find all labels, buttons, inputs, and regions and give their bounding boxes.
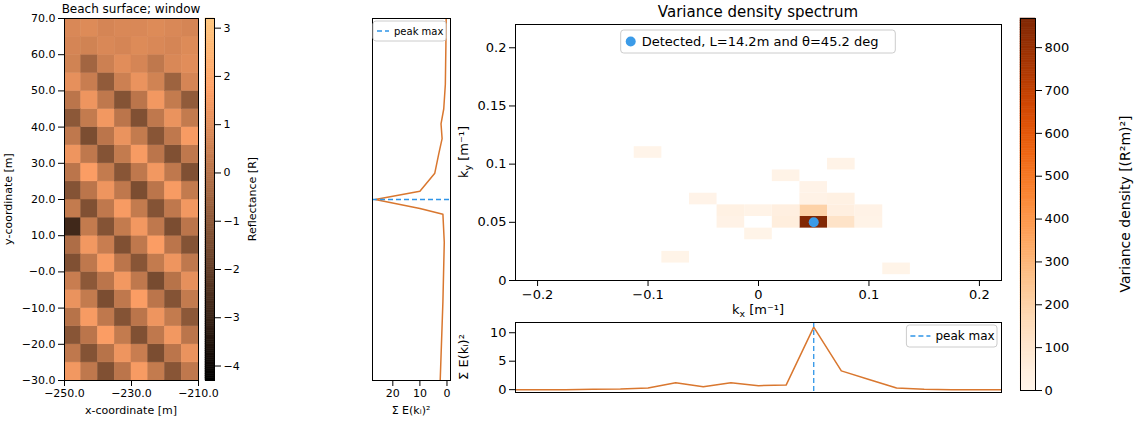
svg-text:10: 10 — [490, 325, 507, 340]
svg-text:−1: −1 — [224, 215, 240, 228]
svg-text:300: 300 — [1045, 254, 1070, 269]
svg-text:peak max: peak max — [935, 329, 994, 343]
svg-text:Σ E(kᵢ)²: Σ E(kᵢ)² — [456, 334, 471, 380]
svg-text:−20.0: −20.0 — [22, 338, 56, 351]
svg-text:100: 100 — [1045, 340, 1070, 355]
svg-text:50.0: 50.0 — [31, 84, 56, 97]
svg-text:0.1: 0.1 — [859, 287, 880, 302]
svg-text:60.0: 60.0 — [31, 48, 56, 61]
svg-text:20.0: 20.0 — [31, 193, 56, 206]
svg-text:−30.0: −30.0 — [22, 374, 56, 387]
svg-text:2: 2 — [224, 70, 231, 83]
svg-text:500: 500 — [1045, 168, 1070, 183]
svg-text:Variance density [(R²m)²]: Variance density [(R²m)²] — [1117, 115, 1133, 292]
svg-text:0: 0 — [1045, 383, 1053, 398]
svg-text:−0.0: −0.0 — [29, 265, 56, 278]
svg-text:y-coordinate [m]: y-coordinate [m] — [2, 153, 15, 245]
svg-text:0.2: 0.2 — [486, 40, 507, 55]
svg-text:600: 600 — [1045, 126, 1070, 141]
svg-text:−3: −3 — [224, 311, 240, 324]
svg-text:0: 0 — [443, 387, 450, 400]
svg-text:Reflectance [R]: Reflectance [R] — [246, 157, 259, 241]
svg-text:40.0: 40.0 — [31, 121, 56, 134]
svg-text:0: 0 — [224, 166, 231, 179]
svg-text:200: 200 — [1045, 297, 1070, 312]
svg-text:10.0: 10.0 — [31, 229, 56, 242]
svg-text:400: 400 — [1045, 211, 1070, 226]
svg-text:Detected, L=14.2m and θ=45.2 d: Detected, L=14.2m and θ=45.2 deg — [642, 34, 879, 49]
svg-text:5: 5 — [498, 353, 506, 368]
svg-text:−250.0: −250.0 — [44, 387, 85, 400]
svg-text:0.05: 0.05 — [478, 214, 507, 229]
svg-text:0: 0 — [498, 382, 506, 397]
svg-text:−0.2: −0.2 — [522, 287, 554, 302]
svg-text:Beach surface; window: Beach surface; window — [62, 2, 201, 16]
svg-text:peak max: peak max — [394, 26, 443, 37]
svg-text:3: 3 — [224, 22, 231, 35]
svg-text:−10.0: −10.0 — [22, 302, 56, 315]
svg-text:10: 10 — [413, 387, 427, 400]
svg-text:700: 700 — [1045, 83, 1070, 98]
svg-text:−210.0: −210.0 — [178, 387, 219, 400]
svg-text:0: 0 — [498, 273, 506, 288]
svg-text:0: 0 — [754, 287, 762, 302]
svg-text:Variance density spectrum: Variance density spectrum — [658, 3, 858, 21]
svg-text:0.1: 0.1 — [486, 156, 507, 171]
svg-text:1: 1 — [224, 118, 231, 131]
svg-text:30.0: 30.0 — [31, 157, 56, 170]
svg-text:−2: −2 — [224, 263, 240, 276]
svg-text:ky [m⁻¹]: ky [m⁻¹] — [456, 126, 473, 178]
svg-text:0.15: 0.15 — [478, 98, 507, 113]
svg-text:20: 20 — [386, 387, 400, 400]
svg-text:−230.0: −230.0 — [111, 387, 152, 400]
svg-text:Σ E(kᵢ)²: Σ E(kᵢ)² — [392, 404, 431, 417]
svg-text:0.2: 0.2 — [969, 287, 990, 302]
svg-text:kx [m⁻¹]: kx [m⁻¹] — [732, 302, 784, 319]
svg-text:x-coordinate [m]: x-coordinate [m] — [85, 404, 177, 417]
svg-text:800: 800 — [1045, 40, 1070, 55]
svg-text:70.0: 70.0 — [31, 12, 56, 25]
svg-text:−0.1: −0.1 — [632, 287, 664, 302]
svg-text:−4: −4 — [224, 360, 240, 373]
